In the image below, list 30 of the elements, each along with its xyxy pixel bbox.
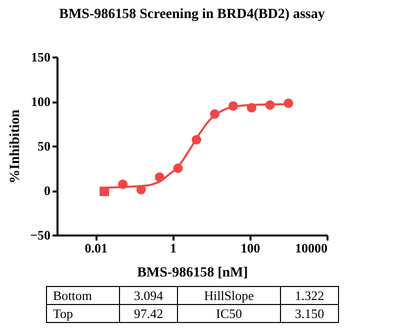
x-tick-label: 0.01 <box>84 240 108 256</box>
point <box>136 184 146 194</box>
text: Top <box>46 304 120 322</box>
y-tick-label: 150 <box>31 50 50 64</box>
x-axis-title: BMS-986158 [nM] <box>137 266 248 280</box>
y-axis-title: %Inhibition <box>8 109 24 184</box>
point <box>210 109 220 119</box>
point <box>118 180 128 190</box>
text: IC50 <box>178 304 280 322</box>
y-tick-label: 100 <box>31 94 50 109</box>
point <box>265 100 275 110</box>
y-tick-label: −50 <box>30 228 50 242</box>
point <box>246 102 256 112</box>
text: 1.322 <box>280 286 338 304</box>
x-tick-label: 100 <box>240 240 260 256</box>
text: Bottom <box>46 286 120 304</box>
y-tick-label: 0 <box>44 183 50 198</box>
chart-title: BMS-986158 Screening in BRD4(BD2) assay <box>59 7 325 22</box>
text: 3.094 <box>120 286 178 304</box>
point <box>284 98 294 108</box>
text: 3.150 <box>280 304 338 322</box>
x-tick-label: 1 <box>170 240 176 256</box>
point <box>228 101 238 111</box>
y-tick-label: 50 <box>38 138 50 154</box>
text: 97.42 <box>120 304 178 322</box>
point <box>192 135 202 145</box>
x-tick-label: 10000 <box>295 240 328 256</box>
point <box>173 164 183 173</box>
point <box>154 172 164 182</box>
text: HillSlope <box>178 286 280 304</box>
